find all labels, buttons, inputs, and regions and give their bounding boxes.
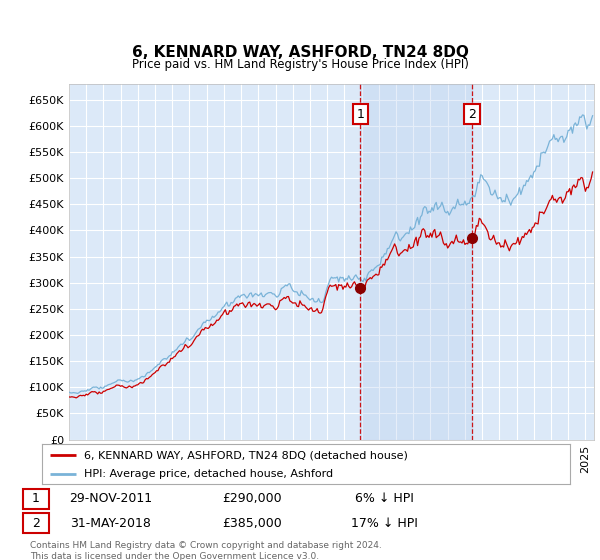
Text: 31-MAY-2018: 31-MAY-2018 bbox=[71, 517, 151, 530]
FancyBboxPatch shape bbox=[23, 514, 49, 534]
Text: Price paid vs. HM Land Registry's House Price Index (HPI): Price paid vs. HM Land Registry's House … bbox=[131, 58, 469, 71]
Text: 2: 2 bbox=[32, 517, 40, 530]
Text: 1: 1 bbox=[356, 108, 364, 121]
Text: 2: 2 bbox=[468, 108, 476, 121]
Text: £290,000: £290,000 bbox=[222, 492, 282, 506]
Text: 6, KENNARD WAY, ASHFORD, TN24 8DQ (detached house): 6, KENNARD WAY, ASHFORD, TN24 8DQ (detac… bbox=[84, 450, 408, 460]
Text: 6, KENNARD WAY, ASHFORD, TN24 8DQ: 6, KENNARD WAY, ASHFORD, TN24 8DQ bbox=[131, 45, 469, 60]
Text: 17% ↓ HPI: 17% ↓ HPI bbox=[350, 517, 418, 530]
Text: 29-NOV-2011: 29-NOV-2011 bbox=[70, 492, 152, 506]
Text: Contains HM Land Registry data © Crown copyright and database right 2024.
This d: Contains HM Land Registry data © Crown c… bbox=[30, 542, 382, 560]
Bar bbox=[360, 84, 472, 440]
Text: £385,000: £385,000 bbox=[222, 517, 282, 530]
Text: HPI: Average price, detached house, Ashford: HPI: Average price, detached house, Ashf… bbox=[84, 469, 334, 479]
Text: 6% ↓ HPI: 6% ↓ HPI bbox=[355, 492, 413, 506]
FancyBboxPatch shape bbox=[23, 489, 49, 509]
Text: 1: 1 bbox=[32, 492, 40, 506]
